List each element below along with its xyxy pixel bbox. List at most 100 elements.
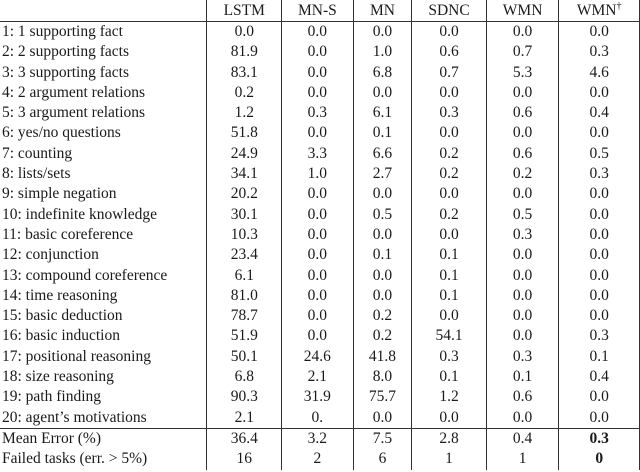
cell-mn: 0.0 xyxy=(352,184,412,205)
cell-lstm: 36.4 xyxy=(206,427,282,450)
cell-mn-s: 3.3 xyxy=(281,143,354,165)
table-row: 14: time reasoning 81.0 0.0 0.0 0.1 0.0 0.0 xyxy=(0,285,640,307)
task-label: 8: lists/sets xyxy=(2,165,71,183)
cell-wmn: 0.0 xyxy=(485,21,559,43)
cell-mn-s: 0.0 xyxy=(281,326,354,347)
cell-lstm: 6.8 xyxy=(206,367,282,388)
cell-lstm: 81.9 xyxy=(206,42,282,63)
cell-wmn-dagger: 0.5 xyxy=(558,143,640,165)
task-label: 14: time reasoning xyxy=(2,286,118,304)
cell-sdnc: 0.2 xyxy=(411,143,487,165)
cell-wmn: 0.5 xyxy=(485,204,559,225)
cell-wmn-dagger: 0.3 xyxy=(558,42,640,63)
cell-lstm: 10.3 xyxy=(206,224,282,246)
header-wmn: WMN xyxy=(485,0,559,22)
cell-mn: 0.0 xyxy=(352,224,412,246)
cell-mn-s: 0.0 xyxy=(281,62,354,83)
cell-wmn-dagger: 0.0 xyxy=(558,265,640,286)
cell-sdnc: 0.3 xyxy=(411,103,487,124)
cell-wmn-dagger: 0.0 xyxy=(558,184,640,205)
cell-mn: 6 xyxy=(352,449,412,470)
cell-wmn: 0.6 xyxy=(485,387,559,408)
task-label: 1: 1 supporting fact xyxy=(2,23,123,40)
task-label: 10: indefinite knowledge xyxy=(2,205,157,223)
cell-wmn-dagger: 0.4 xyxy=(558,103,640,124)
summary-row: Failed tasks (err. > 5%) 16 2 6 1 1 0 xyxy=(0,449,640,470)
cell-mn: 0.5 xyxy=(352,204,412,225)
cell-lstm: 24.9 xyxy=(206,143,282,165)
cell-mn-s: 1.0 xyxy=(281,164,354,185)
header-wmn-dagger-label: WMN xyxy=(576,2,617,19)
cell-wmn-dagger: 0.0 xyxy=(558,123,640,144)
task-label: 9: simple negation xyxy=(2,185,117,203)
header-wmn-dagger: WMN† xyxy=(558,0,640,22)
header-lstm: LSTM xyxy=(206,0,282,22)
cell-lstm: 50.1 xyxy=(206,346,282,368)
cell-wmn-dagger: 0.0 xyxy=(558,285,640,307)
header-mn-s: MN-S xyxy=(281,0,354,22)
cell-sdnc: 0.0 xyxy=(411,306,487,327)
cell-mn: 1.0 xyxy=(352,42,412,63)
cell-wmn: 0.3 xyxy=(485,224,559,246)
cell-lstm: 2.1 xyxy=(206,407,282,429)
cell-mn: 6.1 xyxy=(352,103,412,124)
cell-sdnc: 0.0 xyxy=(411,123,487,144)
cell-wmn: 0.0 xyxy=(485,123,559,144)
cell-mn: 0.1 xyxy=(352,123,412,144)
cell-sdnc: 0.0 xyxy=(411,21,487,43)
table-row: 4: 2 argument relations 0.2 0.0 0.0 0.0 0.0 0.… xyxy=(0,82,640,104)
cell-sdnc: 1 xyxy=(411,449,487,470)
cell-lstm: 0.2 xyxy=(206,82,282,104)
cell-wmn: 0.7 xyxy=(485,42,559,63)
cell-mn-s: 0.0 xyxy=(281,204,354,225)
task-label: 3: 3 supporting facts xyxy=(2,63,129,81)
cell-lstm: 34.1 xyxy=(206,164,282,185)
cell-mn-s: 0. xyxy=(281,407,354,429)
cell-mn-s: 3.2 xyxy=(281,427,354,450)
cell-wmn: 0.0 xyxy=(485,326,559,347)
table-row: 12: conjunction 23.4 0.0 0.1 0.1 0.0 0.0 xyxy=(0,245,640,266)
table-row: 5: 3 argument relations 1.2 0.3 6.1 0.3 0.6 0.… xyxy=(0,103,640,124)
cell-wmn-dagger: 0.4 xyxy=(558,367,640,388)
cell-mn-s: 0.0 xyxy=(281,42,354,63)
cell-wmn: 5.3 xyxy=(485,62,559,83)
cell-wmn-dagger: 0 xyxy=(558,449,640,470)
cell-lstm: 20.2 xyxy=(206,184,282,205)
cell-mn: 7.5 xyxy=(352,427,412,450)
cell-mn-s: 0.0 xyxy=(281,82,354,104)
table-row: 3: 3 supporting facts 83.1 0.0 6.8 0.7 5.3 4.6 xyxy=(0,62,640,83)
cell-wmn: 0.0 xyxy=(485,184,559,205)
cell-wmn: 0.0 xyxy=(485,306,559,327)
task-label: 5: 3 argument relations xyxy=(2,104,146,122)
task-label: 15: basic deduction xyxy=(2,307,123,325)
table-row: 6: yes/no questions 51.8 0.0 0.1 0.0 0.0 0.0 xyxy=(0,123,640,144)
cell-mn: 0.1 xyxy=(352,245,412,266)
table-row: 20: agent’s motivations 2.1 0. 0.0 0.0 0.0 0.0 xyxy=(0,407,640,429)
cell-lstm: 81.0 xyxy=(206,285,282,307)
cell-mn-s: 0.0 xyxy=(281,123,354,144)
cell-mn: 0.0 xyxy=(352,285,412,307)
task-label: 2: 2 supporting facts xyxy=(2,43,129,61)
cell-lstm: 90.3 xyxy=(206,387,282,408)
cell-wmn-dagger: 0.3 xyxy=(558,326,640,347)
cell-sdnc: 0.2 xyxy=(411,204,487,225)
cell-mn-s: 2 xyxy=(281,449,354,470)
cell-wmn-dagger: 0.3 xyxy=(558,164,640,185)
cell-wmn: 0.0 xyxy=(485,265,559,286)
cell-wmn: 0.3 xyxy=(485,346,559,368)
cell-sdnc: 0.7 xyxy=(411,62,487,83)
cell-wmn-dagger: 0.0 xyxy=(558,245,640,266)
cell-sdnc: 0.1 xyxy=(411,245,487,266)
dagger-superscript: † xyxy=(616,1,622,12)
cell-mn-s: 0.0 xyxy=(281,245,354,266)
table-row: 13: compound coreference 6.1 0.0 0.0 0.1 0.0 0… xyxy=(0,265,640,286)
table-row: 19: path finding 90.3 31.9 75.7 1.2 0.6 0.0 xyxy=(0,387,640,408)
table-row: 1: 1 supporting fact 0.0 0.0 0.0 0.0 0.0 0.0 xyxy=(0,21,640,43)
cell-lstm: 6.1 xyxy=(206,265,282,286)
cell-sdnc: 1.2 xyxy=(411,387,487,408)
summary-row: Mean Error (%) 36.4 3.2 7.5 2.8 0.4 0.3 xyxy=(0,427,640,450)
cell-wmn-dagger: 0.0 xyxy=(558,82,640,104)
cell-lstm: 1.2 xyxy=(206,103,282,124)
cell-mn: 0.2 xyxy=(352,306,412,327)
